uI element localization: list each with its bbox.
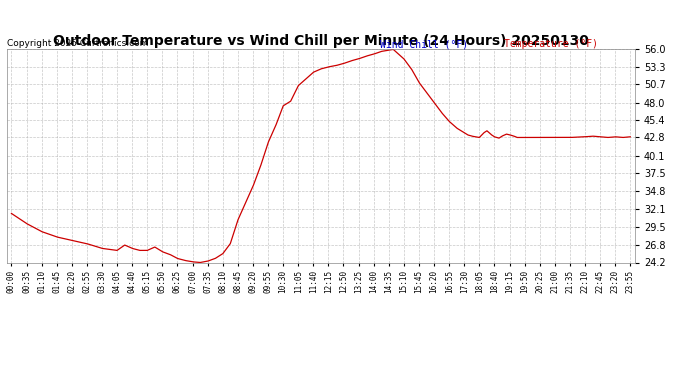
Text: Copyright 2025 Curtronics.com: Copyright 2025 Curtronics.com (7, 39, 148, 48)
Text: Wind Chill (°F): Wind Chill (°F) (380, 39, 468, 50)
Text: Temperature (°F): Temperature (°F) (504, 39, 598, 50)
Title: Outdoor Temperature vs Wind Chill per Minute (24 Hours) 20250130: Outdoor Temperature vs Wind Chill per Mi… (53, 34, 589, 48)
